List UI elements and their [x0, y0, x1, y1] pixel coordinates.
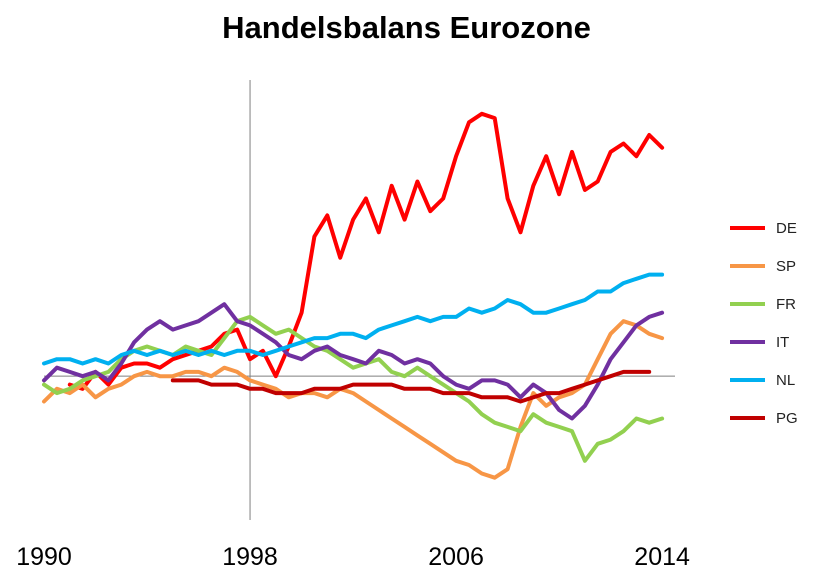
x-tick-label: 1990 [16, 543, 72, 571]
legend-label-sp: SP [776, 258, 796, 275]
x-tick-label: 1998 [222, 543, 278, 571]
series-line-it [42, 302, 665, 421]
x-tick-label: 2006 [428, 543, 484, 571]
legend-label-it: IT [776, 334, 789, 351]
legend-label-pg: PG [776, 410, 798, 427]
legend-label-de: DE [776, 220, 797, 237]
legend-label-nl: NL [776, 372, 795, 389]
series-line-fr [42, 314, 665, 463]
legend-label-fr: FR [776, 296, 796, 313]
legend: DE SP FR IT NL PG [730, 220, 798, 427]
x-tick-label: 2014 [634, 543, 690, 571]
series-line-de [67, 111, 665, 391]
series-layer [42, 111, 665, 480]
x-tick-labels: 1990 1998 2006 2014 [16, 543, 690, 571]
series-line-pg [170, 369, 652, 404]
chart-title: Handelsbalans Eurozone [222, 10, 591, 45]
series-line-nl [42, 272, 665, 366]
series-line-sp [42, 319, 665, 480]
